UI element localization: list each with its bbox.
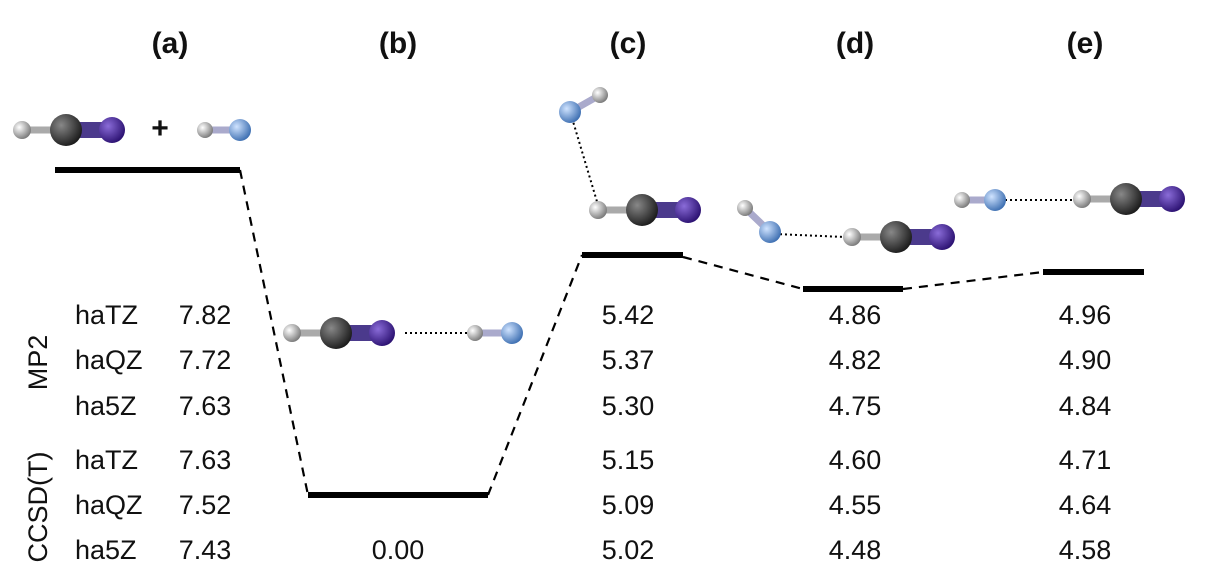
atom: [759, 221, 781, 243]
atom: [559, 101, 581, 123]
atom: [984, 189, 1006, 211]
atom: [880, 221, 912, 253]
connector: [902, 270, 1044, 291]
basis-label: ha5Z: [75, 391, 137, 421]
plus-sign: +: [151, 112, 169, 145]
energy-value: 7.82: [179, 300, 232, 330]
energy-value: 4.82: [829, 345, 882, 375]
atom: [320, 317, 352, 349]
energy-value: 7.43: [179, 535, 232, 565]
atom: [1159, 186, 1185, 212]
basis-label: haQZ: [75, 490, 143, 520]
atom: [197, 122, 213, 138]
energy-value: 4.90: [1059, 345, 1112, 375]
method-label: CCSD(T): [23, 452, 53, 563]
energy-value: 4.55: [829, 490, 882, 520]
energy-value: 4.48: [829, 535, 882, 565]
basis-label: haQZ: [75, 345, 143, 375]
energy-value: 5.09: [602, 490, 655, 520]
atom: [50, 114, 82, 146]
column-label: (b): [379, 27, 417, 60]
h-bond: [774, 233, 846, 238]
atom: [592, 87, 608, 103]
atom: [99, 117, 125, 143]
h-bond: [571, 117, 599, 206]
molecules: [13, 87, 1185, 349]
atom: [501, 322, 523, 344]
atom: [369, 320, 395, 346]
energy-value: 5.02: [602, 535, 655, 565]
column-label: (a): [152, 27, 189, 60]
energy-value: 7.72: [179, 345, 232, 375]
connector: [682, 255, 804, 291]
energy-value: 4.64: [1059, 490, 1112, 520]
energy-value: 4.71: [1059, 445, 1112, 475]
atom: [13, 121, 31, 139]
energy-levels: [55, 167, 1144, 498]
basis-label: haTZ: [75, 300, 138, 330]
energy-value: 4.60: [829, 445, 882, 475]
column-label: (c): [610, 27, 647, 60]
energy-value: 4.84: [1059, 391, 1112, 421]
atom: [229, 119, 251, 141]
basis-label: ha5Z: [75, 535, 137, 565]
energy-value: 5.15: [602, 445, 655, 475]
method-label: MP2: [23, 335, 53, 391]
connector: [486, 254, 584, 496]
atom: [283, 324, 301, 342]
energy-value: 5.42: [602, 300, 655, 330]
energy-value: 0.00: [372, 535, 425, 565]
atom: [626, 194, 658, 226]
atom: [467, 325, 483, 341]
atom: [737, 200, 753, 216]
connector: [238, 169, 310, 496]
energy-value: 5.30: [602, 391, 655, 421]
atom: [1073, 190, 1091, 208]
basis-label: haTZ: [75, 445, 138, 475]
energy-value: 7.52: [179, 490, 232, 520]
energy-value: 4.96: [1059, 300, 1112, 330]
atom: [929, 224, 955, 250]
energy-value: 4.75: [829, 391, 882, 421]
energy-value: 4.58: [1059, 535, 1112, 565]
energy-value: 5.37: [602, 345, 655, 375]
energy-value: 4.86: [829, 300, 882, 330]
atom: [954, 192, 970, 208]
atom: [1110, 183, 1142, 215]
atom: [589, 201, 607, 219]
column-label: (e): [1067, 27, 1104, 60]
connectors: [238, 169, 1044, 496]
atom: [675, 197, 701, 223]
energy-value: 7.63: [179, 445, 232, 475]
column-label: (d): [836, 27, 874, 60]
atom: [843, 228, 861, 246]
energy-value: 7.63: [179, 391, 232, 421]
